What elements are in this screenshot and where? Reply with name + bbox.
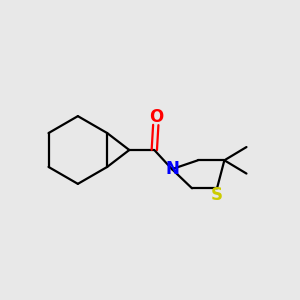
Text: S: S xyxy=(211,186,223,204)
Text: O: O xyxy=(148,108,163,126)
Text: N: N xyxy=(165,160,179,178)
